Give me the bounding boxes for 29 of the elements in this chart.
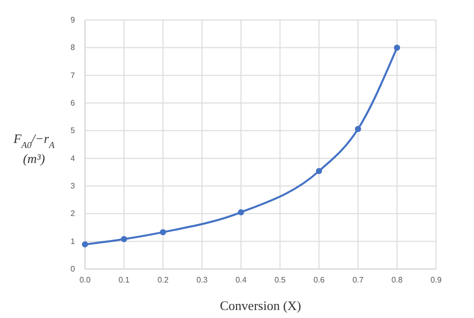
y-tick-label: 8 [70,43,76,52]
x-tick-label: 0.9 [430,276,442,285]
x-tick-label: 0.6 [313,276,326,285]
point [394,44,400,51]
x-tick-label: 0.1 [118,276,130,285]
y-axis-title: F$_{A0}$/−r$_{A}$ (m³) [12,131,55,166]
x-tick-label: 0.3 [196,276,208,285]
x-tick-label: 0.7 [352,276,364,285]
point [354,126,362,132]
y-tick-label: 6 [70,98,76,108]
y-tick-label: 9 [70,16,76,25]
point [160,229,166,236]
x-tick-label: 0.8 [391,276,404,285]
y-tick-label: 5 [70,126,76,136]
x-tick-label: 0.0 [79,276,92,285]
x-axis-title: Conversion (X) [220,298,302,313]
y-tick-label: 4 [70,154,76,163]
y-tick-label: 2 [70,209,76,218]
x-tick-label: 0.2 [157,276,170,285]
point [120,236,128,242]
y-tick-label: 1 [70,236,76,246]
y-tick-label: 7 [70,70,76,80]
point [238,209,244,216]
x-tick-label: 0.4 [235,276,248,285]
x-tick-label: 0.5 [274,276,286,285]
y-tick-label: 0 [70,264,76,274]
point [82,241,88,248]
y-tick-label: 3 [70,182,76,191]
point [316,168,322,174]
